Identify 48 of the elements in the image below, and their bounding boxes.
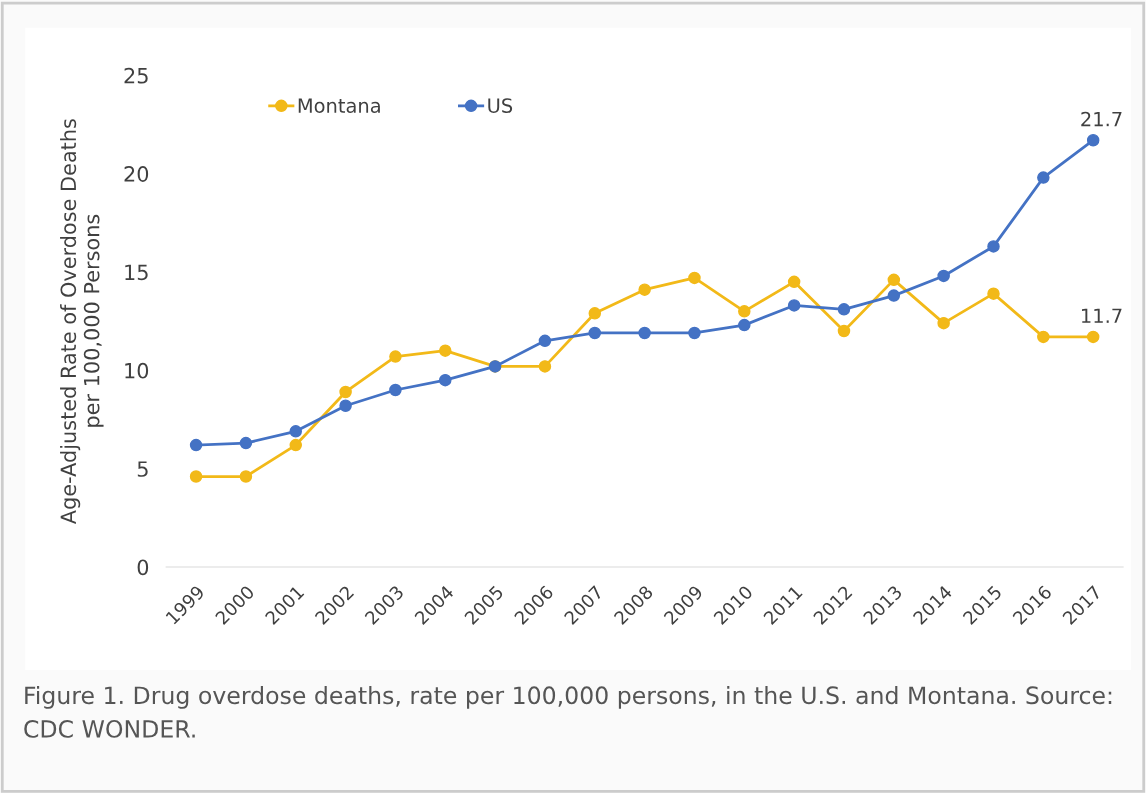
point — [1037, 330, 1050, 344]
point — [738, 318, 751, 332]
legend-label: US — [488, 98, 513, 113]
y-tick-label: 10 — [125, 362, 149, 379]
y-axis-title: Age-Adjusted Rate of Overdose Deaths per 100,000 Persons — [60, 119, 104, 525]
point — [738, 305, 751, 318]
point — [987, 287, 1000, 300]
point — [588, 307, 602, 320]
y-tick-label: 15 — [125, 264, 148, 281]
point — [887, 289, 901, 302]
point — [239, 470, 253, 483]
point — [987, 240, 1000, 253]
point — [339, 385, 352, 399]
annotation: 11.7 — [1082, 308, 1122, 323]
point — [389, 350, 402, 363]
y-tick-label: 0 — [137, 559, 149, 576]
point — [389, 383, 402, 397]
point — [937, 316, 950, 330]
point — [1086, 133, 1100, 147]
point — [439, 344, 452, 357]
y-tick-label: 25 — [124, 67, 148, 84]
point — [189, 438, 203, 452]
point — [837, 324, 851, 338]
point — [638, 326, 651, 340]
point — [688, 271, 701, 285]
point — [937, 269, 950, 283]
y-tick-label: 20 — [124, 166, 149, 182]
point — [688, 326, 701, 340]
point — [538, 334, 552, 348]
y-tick-label: 5 — [137, 461, 148, 477]
point — [1037, 171, 1050, 184]
annotation: 21.7 — [1081, 111, 1122, 127]
legend-label: Montana — [298, 98, 380, 113]
point — [837, 303, 851, 316]
point — [339, 399, 352, 412]
point — [289, 438, 303, 452]
point — [289, 425, 303, 438]
point — [538, 360, 552, 373]
point — [787, 275, 801, 289]
caption: Figure 1. Drug overdose deaths, rate per 100,000 persons, in the U.S. and Montana. Source: CDC WONDER. — [24, 685, 1112, 738]
point — [588, 326, 602, 340]
point — [239, 436, 253, 450]
point — [638, 283, 651, 296]
point — [189, 470, 203, 483]
point — [1086, 330, 1100, 344]
point — [787, 299, 801, 312]
point — [439, 373, 452, 387]
point — [887, 273, 901, 287]
